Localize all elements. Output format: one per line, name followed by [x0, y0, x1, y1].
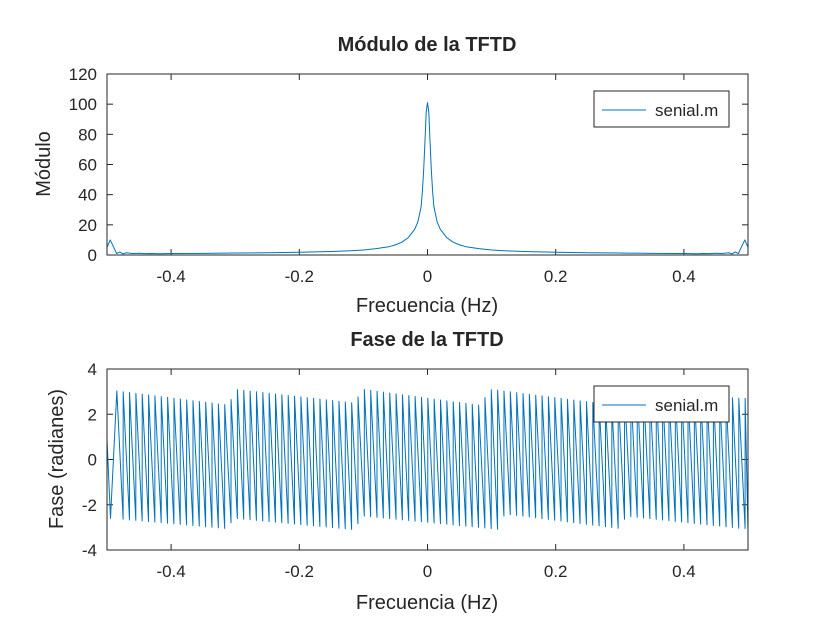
phase-legend-label: senial.m [655, 396, 718, 415]
magnitude-y-tick-label: 60 [78, 156, 97, 175]
phase-series [106, 388, 749, 530]
magnitude-y-tick-label: 20 [78, 216, 97, 235]
magnitude-y-tick-label: 100 [69, 95, 97, 114]
magnitude-x-tick-label: 0 [423, 267, 432, 286]
phase-x-tick-label: -0.2 [285, 562, 314, 581]
magnitude-legend-label: senial.m [655, 101, 718, 120]
magnitude-x-tick-label: 0.2 [544, 267, 568, 286]
phase-y-tick-label: -2 [82, 496, 97, 515]
magnitude-series [106, 102, 749, 255]
phase-chart-title: Fase de la TFTD [350, 329, 503, 351]
magnitude-x-ticks: -0.4 -0.2 0 0.2 0.4 [156, 74, 696, 286]
magnitude-y-axis-label: Módulo [33, 131, 55, 197]
phase-x-tick-label: 0 [423, 562, 432, 581]
magnitude-y-tick-label: 40 [78, 186, 97, 205]
phase-y-tick-label: 2 [88, 405, 97, 424]
phase-y-tick-label: -4 [82, 541, 97, 560]
magnitude-y-ticks: 0 20 40 60 80 100 120 [69, 65, 748, 265]
phase-x-tick-label: 0.2 [544, 562, 568, 581]
phase-x-ticks: -0.4 -0.2 0 0.2 0.4 [156, 369, 696, 581]
magnitude-y-tick-label: 120 [69, 65, 97, 84]
phase-x-tick-label: -0.4 [156, 562, 185, 581]
magnitude-y-tick-label: 80 [78, 125, 97, 144]
phase-x-axis-label: Frecuencia (Hz) [356, 592, 498, 614]
phase-axes-box [106, 368, 749, 551]
phase-series-line [106, 388, 749, 530]
magnitude-legend-box [593, 90, 730, 128]
magnitude-x-tick-label: -0.4 [156, 267, 185, 286]
magnitude-y-tick-label: 0 [88, 246, 97, 265]
phase-y-axis-label: Fase (radianes) [46, 389, 68, 529]
phase-x-tick-label: 0.4 [672, 562, 696, 581]
phase-y-tick-label: 0 [88, 451, 97, 470]
magnitude-series-line [106, 102, 749, 255]
magnitude-chart-title: Módulo de la TFTD [338, 34, 517, 56]
magnitude-chart: Módulo de la TFTD -0.4 -0.2 0 0.2 0.4 0 20 40 6… [33, 34, 749, 317]
magnitude-legend[interactable]: senial.m [593, 90, 730, 128]
magnitude-axes-box [106, 73, 749, 256]
magnitude-x-tick-label: -0.2 [285, 267, 314, 286]
magnitude-x-axis-label: Frecuencia (Hz) [356, 295, 498, 317]
phase-y-tick-label: 4 [88, 360, 97, 379]
phase-chart: Fase de la TFTD -0.4 -0.2 0 0.2 0.4 -4-2024 … [46, 329, 749, 614]
phase-legend-box [593, 385, 730, 423]
magnitude-x-tick-label: 0.4 [672, 267, 696, 286]
phase-legend[interactable]: senial.m [593, 385, 730, 423]
